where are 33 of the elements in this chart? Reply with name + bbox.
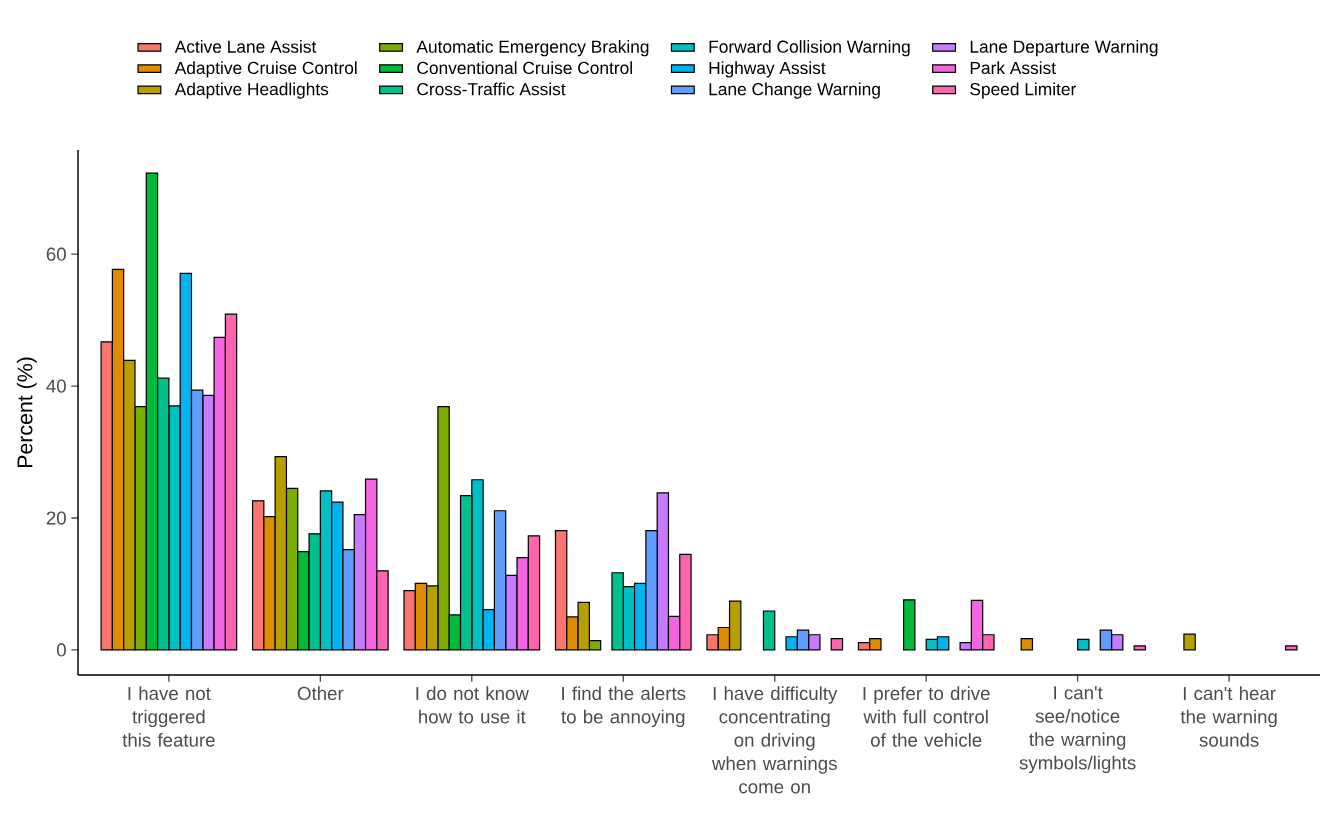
x-tick-label: I have not triggered this feature: [122, 686, 215, 747]
legend-label: Cross-Traffic Assist: [417, 82, 566, 96]
legend-label: Active Lane Assist: [174, 40, 317, 53]
bar: [1020, 638, 1034, 651]
x-tick-label: I have difficulty concentrating on driving when warnings come on: [711, 686, 838, 794]
y-tick-label: 0: [56, 643, 66, 657]
bar: [762, 610, 776, 651]
legend-label: Speed Limiter: [970, 82, 1077, 99]
legend-label: Adaptive Cruise Control: [174, 61, 357, 78]
legend-label: Conventional Cruise Control: [417, 61, 632, 75]
bar: [1133, 645, 1147, 651]
y-tick-label: 20: [46, 511, 66, 525]
y-tick-label: 60: [46, 247, 66, 261]
legend-label: Park Assist: [970, 61, 1056, 75]
bar: [1183, 633, 1196, 651]
x-tick-label: I can't hear the warning sounds: [1180, 686, 1277, 747]
bar: [1285, 645, 1298, 651]
x-tick-label: I prefer to drive with full control of the vehicle: [863, 686, 990, 747]
y-tick-label: 40: [46, 379, 66, 393]
bar: [830, 638, 844, 651]
bar: [1077, 638, 1090, 651]
y-axis-title: Percent (%): [16, 357, 37, 468]
legend-label: Adaptive Headlights: [174, 82, 329, 99]
legend-label: Automatic Emergency Braking: [416, 40, 649, 57]
bar: [903, 599, 916, 651]
x-tick-label: Other: [297, 686, 344, 701]
x-tick-label: I do not know how to use it: [416, 686, 529, 724]
legend-label: Forward Collision Warning: [709, 40, 910, 57]
legend-label: Lane Change Warning: [709, 82, 880, 99]
x-tick-label: I find the alerts to be annoying: [561, 686, 686, 728]
legend-label: Lane Departure Warning: [970, 40, 1158, 57]
x-tick-label: I can't see/notice the warning symbols/lights: [1019, 686, 1136, 774]
legend-label: Highway Assist: [709, 61, 826, 78]
